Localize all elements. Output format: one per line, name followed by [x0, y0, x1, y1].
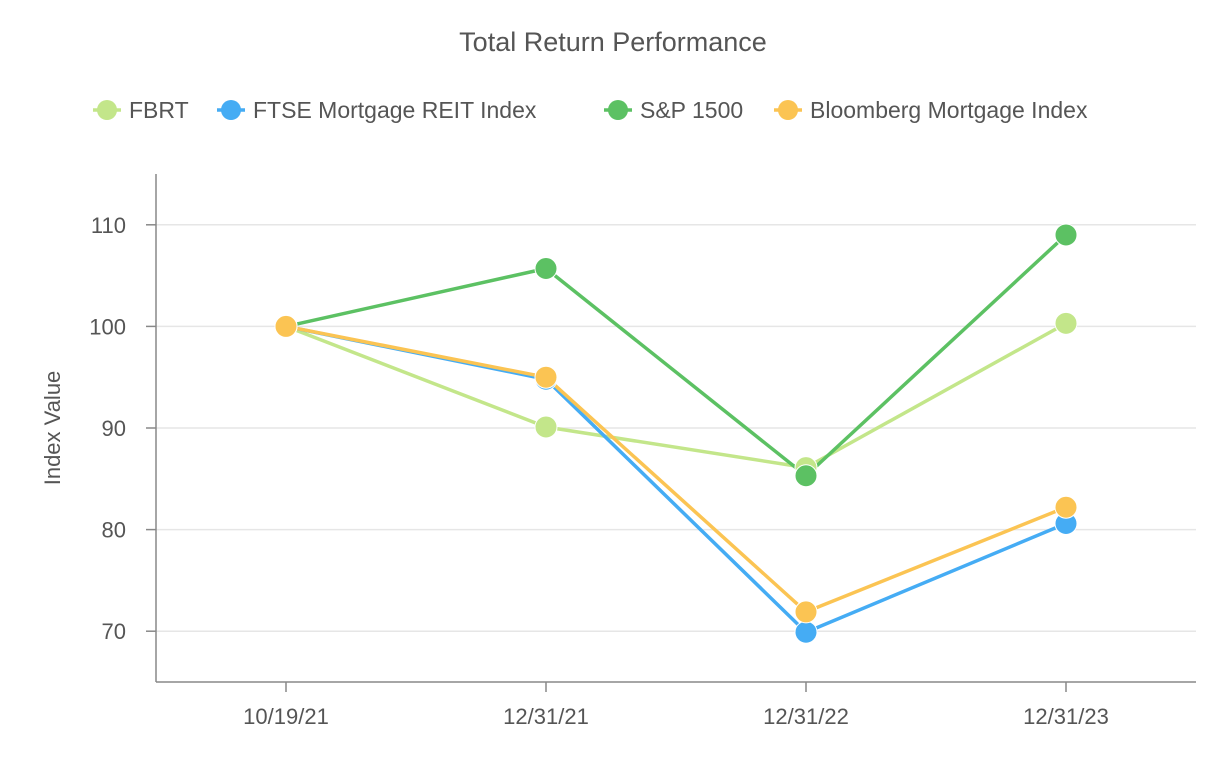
y-tick-label: 110 [91, 213, 126, 238]
y-tick-label: 70 [102, 619, 126, 644]
series-line-3 [284, 324, 1068, 614]
gridlines [156, 224, 1196, 632]
data-point [794, 620, 818, 644]
chart-title: Total Return Performance [459, 27, 767, 57]
series-lines [284, 233, 1068, 634]
y-axis-label: Index Value [40, 371, 65, 486]
y-tick-label: 80 [102, 518, 126, 543]
data-point [1054, 311, 1078, 335]
x-tick-label: 12/31/22 [763, 704, 849, 729]
series-line-0 [284, 321, 1068, 470]
legend-item: Bloomberg Mortgage Index [774, 97, 1088, 123]
legend-swatch-marker [97, 100, 117, 120]
data-point [794, 464, 818, 488]
legend-item: S&P 1500 [604, 97, 743, 123]
legend-item: FBRT [93, 97, 189, 123]
legend-label: Bloomberg Mortgage Index [810, 97, 1088, 123]
series-line-2 [284, 233, 1068, 478]
y-tick-label: 90 [102, 416, 126, 441]
data-point [1054, 223, 1078, 247]
x-tick-label: 10/19/21 [243, 704, 329, 729]
legend-label: S&P 1500 [640, 97, 743, 123]
x-axis-ticks: 10/19/21 12/31/21 12/31/22 12/31/23 [243, 682, 1109, 729]
data-point [534, 415, 558, 439]
legend-swatch-marker [608, 100, 628, 120]
series-points [274, 223, 1078, 644]
legend-label: FBRT [129, 97, 189, 123]
data-point [1054, 495, 1078, 519]
data-point [534, 256, 558, 280]
x-tick-label: 12/31/21 [503, 704, 589, 729]
y-axis-ticks: 70 80 90 100 110 [89, 213, 156, 644]
legend: FBRT FTSE Mortgage REIT Index S&P 1500 Bloo… [93, 97, 1088, 123]
data-point [794, 600, 818, 624]
y-tick-label: 100 [89, 314, 126, 339]
legend-swatch-marker [778, 100, 798, 120]
legend-label: FTSE Mortgage REIT Index [253, 97, 537, 123]
data-point [274, 314, 298, 338]
data-point [534, 365, 558, 389]
x-tick-label: 12/31/23 [1023, 704, 1109, 729]
legend-swatch-marker [221, 100, 241, 120]
legend-item: FTSE Mortgage REIT Index [217, 97, 537, 123]
